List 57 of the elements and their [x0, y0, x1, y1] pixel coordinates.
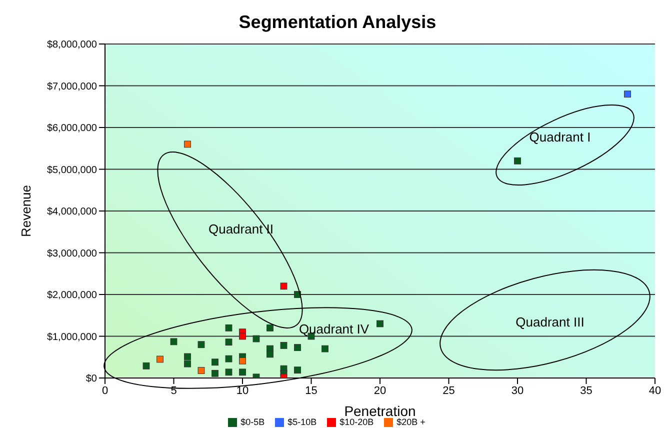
legend-label: $20B + — [396, 417, 426, 427]
point — [142, 362, 150, 370]
point — [266, 350, 274, 358]
point — [624, 90, 631, 98]
legend-label: $0-5B — [240, 417, 265, 427]
x-tick-label: 35 — [580, 384, 592, 397]
legend-label: $10-20B — [340, 417, 374, 427]
y-tick-label: $8,000,000 — [46, 40, 98, 51]
annotation: Quadrant II — [208, 222, 274, 236]
annotation: Quadrant IV — [298, 322, 370, 336]
point — [212, 358, 218, 366]
point — [239, 332, 246, 340]
point — [514, 157, 521, 164]
x-tick-label: 0 — [102, 384, 108, 397]
point — [294, 344, 301, 351]
chart-title: Segmentation Analysis — [238, 12, 438, 33]
point — [266, 324, 274, 332]
y-tick-label: $2,000,000 — [46, 290, 98, 302]
x-tick-label: 5 — [170, 384, 177, 397]
x-tick-label: 30 — [511, 384, 524, 397]
point — [280, 282, 288, 290]
point — [225, 338, 232, 346]
point — [376, 320, 384, 328]
point — [184, 360, 191, 368]
point — [294, 366, 301, 374]
legend-label: $5-10B — [288, 417, 317, 427]
x-axis-title: Penetration — [344, 403, 416, 419]
point — [239, 357, 246, 364]
point — [280, 342, 288, 349]
x-tick-label: 20 — [374, 384, 386, 397]
x-tick-label: 15 — [305, 384, 318, 397]
point — [212, 370, 218, 377]
annotation: Quadrant III — [516, 314, 584, 330]
x-tick-label: 25 — [442, 384, 455, 397]
point — [198, 367, 205, 374]
point — [225, 324, 232, 332]
point — [170, 338, 178, 346]
y-tick-label: $5,000,000 — [46, 164, 98, 176]
point — [225, 368, 232, 376]
annotation: Quadrant I — [529, 130, 591, 144]
point — [322, 345, 328, 352]
y-tick-label: $6,000,000 — [46, 123, 98, 134]
y-tick-label: $3,000,000 — [46, 248, 98, 260]
y-tick-label: $0 — [86, 374, 98, 385]
x-tick-label: 10 — [236, 384, 249, 397]
y-axis-title: Revenue — [18, 184, 34, 238]
x-tick-label: 40 — [648, 384, 662, 397]
point — [252, 335, 260, 342]
point — [225, 355, 232, 362]
point — [198, 341, 205, 348]
point — [156, 356, 164, 363]
y-tick-label: $4,000,000 — [46, 206, 98, 218]
y-tick-label: $1,000,000 — [46, 332, 98, 343]
y-tick-label: $7,000,000 — [46, 81, 98, 92]
point — [184, 140, 191, 148]
point — [184, 353, 191, 360]
point — [239, 368, 246, 376]
